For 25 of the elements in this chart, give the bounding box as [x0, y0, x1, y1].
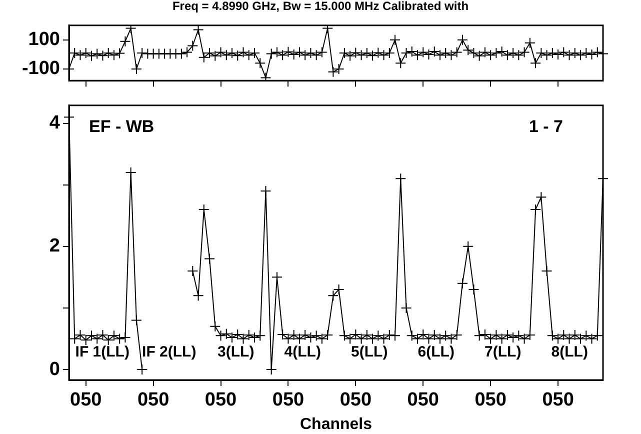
annotation: IF 1(LL): [75, 343, 130, 360]
annotation: 3(LL): [218, 343, 254, 360]
chart-title: Freq = 4.8990 GHz, Bw = 15.000 MHz Calibrated with: [171, 0, 470, 13]
x-axis-title: Channels: [300, 416, 372, 433]
annotation: 6(LL): [418, 343, 454, 360]
y-tick-label: 4: [49, 112, 60, 134]
annotation: 4(LL): [284, 343, 321, 360]
x-tick-label: 050: [70, 390, 102, 411]
y-tick-label: 2: [49, 236, 60, 257]
x-tick-label: 050: [542, 390, 574, 411]
annotation: 5(LL): [351, 343, 388, 360]
annotation: 1 - 7: [528, 117, 563, 136]
x-tick-label: 050: [137, 390, 170, 411]
annotation: 7(LL): [484, 343, 522, 360]
y-tick-label: 100: [28, 29, 60, 50]
x-tick-label: 050: [272, 390, 304, 411]
annotation: 8(LL): [551, 343, 588, 360]
y-tick-label: -100: [22, 58, 60, 80]
annotation: EF - WB: [89, 117, 154, 136]
annotation: IF 2(LL): [142, 343, 196, 360]
x-tick-label: 050: [474, 390, 506, 411]
x-tick-label: 050: [407, 390, 439, 411]
x-tick-label: 050: [340, 390, 372, 411]
x-tick-label: 050: [204, 390, 237, 411]
y-tick-label: 0: [49, 358, 60, 380]
